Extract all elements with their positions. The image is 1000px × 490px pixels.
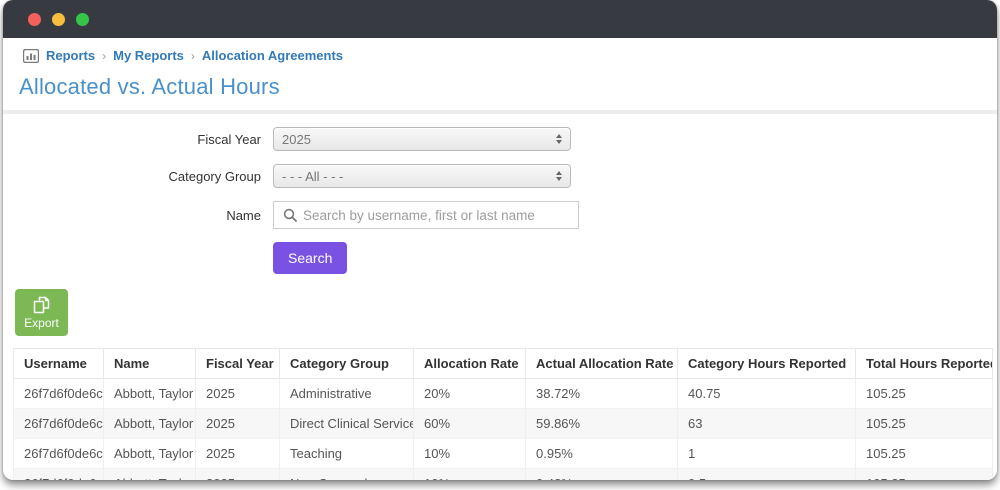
export-button-label: Export bbox=[24, 315, 59, 330]
name-row: Name bbox=[3, 201, 997, 229]
cell-name: Abbott, Taylor bbox=[103, 438, 196, 469]
filter-form: Fiscal Year 2025 Category Group - - - Al… bbox=[3, 127, 997, 274]
export-button[interactable]: Export bbox=[15, 289, 68, 336]
cell-category-hours: 1 bbox=[677, 438, 856, 469]
breadcrumb: Reports › My Reports › Allocation Agreem… bbox=[3, 38, 997, 63]
cell-fiscal-year: 2025 bbox=[195, 438, 280, 469]
cell-actual-allocation-rate: 59.86% bbox=[525, 408, 678, 439]
cell-allocation-rate: 10% bbox=[413, 438, 526, 469]
category-group-select[interactable]: - - - All - - - bbox=[273, 164, 571, 188]
fiscal-year-label: Fiscal Year bbox=[197, 131, 261, 147]
cell-category-group: Administrative bbox=[279, 378, 414, 409]
close-button[interactable] bbox=[28, 12, 41, 26]
cell-name: Abbott, Taylor bbox=[103, 378, 196, 409]
col-header-actual-allocation-rate: Actual Allocation Rate bbox=[525, 348, 678, 379]
table-row: 26f7d6f0de6c Abbott, Taylor 2025 Teachin… bbox=[13, 438, 993, 469]
breadcrumb-my-reports[interactable]: My Reports bbox=[113, 48, 184, 63]
cell-username: 26f7d6f0de6c bbox=[13, 468, 104, 480]
cell-fiscal-year: 2025 bbox=[195, 468, 280, 480]
cell-allocation-rate: 60% bbox=[413, 408, 526, 439]
cell-category-group: Non-Covered bbox=[279, 468, 414, 480]
cell-actual-allocation-rate: 0.48% bbox=[525, 468, 678, 480]
name-label: Name bbox=[226, 207, 261, 223]
category-group-value: - - - All - - - bbox=[282, 168, 344, 184]
cell-fiscal-year: 2025 bbox=[195, 408, 280, 439]
select-spinner-icon bbox=[556, 171, 562, 181]
fiscal-year-select[interactable]: 2025 bbox=[273, 127, 571, 151]
breadcrumb-separator: › bbox=[102, 48, 107, 63]
breadcrumb-reports[interactable]: Reports bbox=[46, 48, 96, 63]
table-row: 26f7d6f0de6c Abbott, Taylor 2025 Direct … bbox=[13, 408, 993, 439]
window-titlebar bbox=[3, 0, 997, 38]
cell-actual-allocation-rate: 38.72% bbox=[525, 378, 678, 409]
bar-chart-icon bbox=[23, 48, 39, 63]
minimize-button[interactable] bbox=[52, 12, 65, 26]
page-title: Allocated vs. Actual Hours bbox=[19, 74, 280, 99]
col-header-name: Name bbox=[103, 348, 196, 379]
cell-username: 26f7d6f0de6c bbox=[13, 408, 104, 439]
copy-pages-icon bbox=[32, 296, 51, 314]
app-window: Reports › My Reports › Allocation Agreem… bbox=[3, 0, 997, 480]
search-icon bbox=[283, 208, 297, 222]
fiscal-year-row: Fiscal Year 2025 bbox=[3, 127, 997, 151]
col-header-total-hours-reported: Total Hours Reported bbox=[855, 348, 993, 379]
table-row: 26f7d6f0de6c Abbott, Taylor 2025 Adminis… bbox=[13, 378, 993, 409]
cell-name: Abbott, Taylor bbox=[103, 468, 196, 480]
cell-actual-allocation-rate: 0.95% bbox=[525, 438, 678, 469]
select-spinner-icon bbox=[556, 134, 562, 144]
table-header-row: Username Name Fiscal Year Category Group… bbox=[13, 348, 993, 379]
cell-allocation-rate: 20% bbox=[413, 378, 526, 409]
cell-username: 26f7d6f0de6c bbox=[13, 438, 104, 469]
category-group-label: Category Group bbox=[168, 168, 262, 184]
cell-category-hours: 0.5 bbox=[677, 468, 856, 480]
col-header-allocation-rate: Allocation Rate bbox=[413, 348, 526, 379]
cell-total-hours: 105.25 bbox=[855, 378, 993, 409]
search-button[interactable]: Search bbox=[273, 242, 348, 274]
cell-total-hours: 105.25 bbox=[855, 408, 993, 439]
breadcrumb-separator: › bbox=[190, 48, 195, 63]
cell-category-group: Direct Clinical Services bbox=[279, 408, 414, 439]
cell-category-hours: 40.75 bbox=[677, 378, 856, 409]
cell-total-hours: 105.25 bbox=[855, 468, 993, 480]
col-header-username: Username bbox=[13, 348, 104, 379]
cell-fiscal-year: 2025 bbox=[195, 378, 280, 409]
cell-category-group: Teaching bbox=[279, 438, 414, 469]
cell-allocation-rate: 10% bbox=[413, 468, 526, 480]
title-divider bbox=[3, 110, 997, 114]
cell-name: Abbott, Taylor bbox=[103, 408, 196, 439]
col-header-category-group: Category Group bbox=[279, 348, 414, 379]
cell-total-hours: 105.25 bbox=[855, 438, 993, 469]
category-group-row: Category Group - - - All - - - bbox=[3, 164, 997, 188]
col-header-fiscal-year: Fiscal Year bbox=[195, 348, 280, 379]
name-search-field bbox=[273, 201, 579, 229]
zoom-button[interactable] bbox=[76, 12, 89, 26]
cell-username: 26f7d6f0de6c bbox=[13, 378, 104, 409]
allocation-table: Username Name Fiscal Year Category Group… bbox=[13, 348, 993, 480]
breadcrumb-allocation-agreements[interactable]: Allocation Agreements bbox=[201, 48, 344, 63]
cell-category-hours: 63 bbox=[677, 408, 856, 439]
fiscal-year-value: 2025 bbox=[282, 131, 311, 147]
table-row: 26f7d6f0de6c Abbott, Taylor 2025 Non-Cov… bbox=[13, 468, 993, 480]
name-search-input[interactable] bbox=[303, 207, 569, 223]
col-header-category-hours-reported: Category Hours Reported bbox=[677, 348, 856, 379]
